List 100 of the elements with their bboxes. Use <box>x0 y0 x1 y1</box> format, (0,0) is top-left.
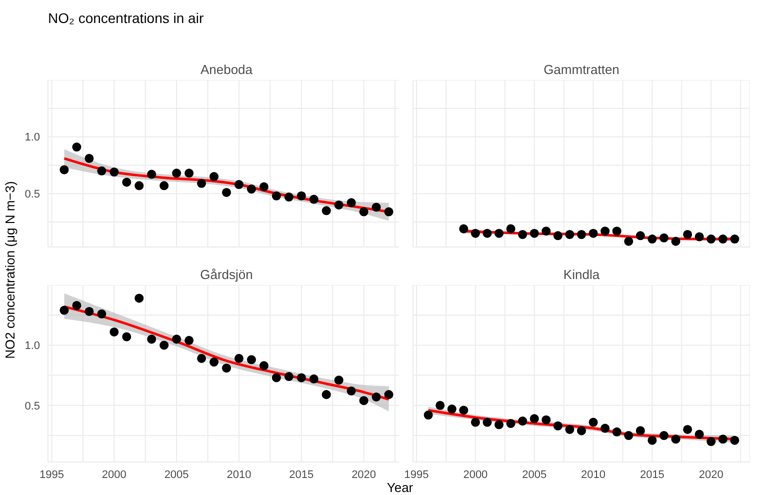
point <box>624 431 634 440</box>
point <box>576 426 586 436</box>
point <box>84 154 94 163</box>
point <box>259 361 268 370</box>
point <box>588 228 598 238</box>
chart-title: Gårdsjön <box>199 267 254 284</box>
point <box>648 436 657 445</box>
text: NO₂ concentrations in air <box>48 10 204 26</box>
point <box>694 232 704 242</box>
chart-title: Kindla <box>562 267 601 284</box>
point <box>122 332 132 342</box>
x-tick-label: 2000 <box>463 468 488 481</box>
point <box>334 376 344 385</box>
point <box>372 202 381 212</box>
point <box>612 427 622 436</box>
point <box>84 306 94 316</box>
point <box>506 224 516 234</box>
point <box>346 198 356 208</box>
point <box>234 180 244 190</box>
point <box>184 336 194 345</box>
point <box>482 228 492 238</box>
y-tick-label: 1.0 <box>24 132 40 144</box>
point <box>518 416 528 426</box>
point <box>542 415 551 424</box>
point <box>284 192 294 202</box>
point <box>694 430 704 439</box>
point <box>359 396 368 406</box>
point <box>718 234 728 244</box>
point <box>730 436 740 445</box>
point <box>553 231 562 240</box>
point <box>134 294 144 303</box>
x-tick-label: 2015 <box>289 468 314 481</box>
point <box>648 234 657 244</box>
y-axis-title: NO2 concentration (μg N m−3) <box>2 181 18 359</box>
point <box>494 420 504 430</box>
point <box>160 181 169 190</box>
chart-title: Gammtratten <box>542 62 620 79</box>
x-tick-label: 2000 <box>102 468 126 481</box>
x-tick-label: 2020 <box>352 468 376 481</box>
point <box>372 392 381 402</box>
point <box>636 231 645 240</box>
point <box>172 334 182 344</box>
x-tick-label: 1995 <box>40 468 64 481</box>
point <box>459 224 468 234</box>
x-tick-label: 2005 <box>522 468 547 481</box>
point <box>60 165 69 174</box>
point <box>518 230 528 240</box>
y-tick-label: 0.5 <box>24 188 40 201</box>
point <box>334 200 344 210</box>
point <box>530 414 539 424</box>
point <box>197 178 206 188</box>
point <box>284 372 294 382</box>
point <box>272 373 281 382</box>
point <box>447 404 456 414</box>
point <box>359 207 368 216</box>
point <box>683 230 692 240</box>
point <box>97 309 106 318</box>
point <box>296 191 306 200</box>
point <box>659 431 668 440</box>
point <box>72 300 82 310</box>
point <box>576 230 586 240</box>
point <box>636 426 645 436</box>
point <box>259 182 268 192</box>
point <box>97 166 106 176</box>
point <box>482 418 492 427</box>
x-tick-label: 2020 <box>698 468 724 481</box>
point <box>718 434 728 444</box>
point <box>588 418 598 427</box>
point <box>197 354 206 363</box>
point <box>470 418 480 427</box>
point <box>530 228 539 238</box>
point <box>346 386 356 396</box>
point <box>110 168 119 177</box>
point <box>671 434 680 444</box>
point <box>222 188 232 197</box>
point <box>706 234 716 244</box>
point <box>624 236 634 246</box>
chart-title: Aneboda <box>199 62 254 79</box>
point <box>309 374 318 384</box>
point <box>436 400 445 410</box>
x-tick-label: 1995 <box>404 468 429 481</box>
point <box>184 168 194 178</box>
y-tick-label: 1.0 <box>24 340 40 352</box>
point <box>246 355 256 364</box>
point <box>309 194 318 204</box>
point <box>384 390 394 400</box>
point <box>384 207 394 216</box>
point <box>683 424 692 434</box>
point <box>322 206 331 216</box>
point <box>296 373 306 382</box>
point <box>470 228 480 238</box>
point <box>147 170 156 179</box>
point <box>565 230 574 240</box>
point <box>210 358 219 367</box>
point <box>706 437 716 446</box>
point <box>322 390 331 400</box>
y-tick-label: 0.5 <box>24 400 40 412</box>
point <box>424 410 433 420</box>
point <box>506 418 516 428</box>
point <box>542 226 551 236</box>
